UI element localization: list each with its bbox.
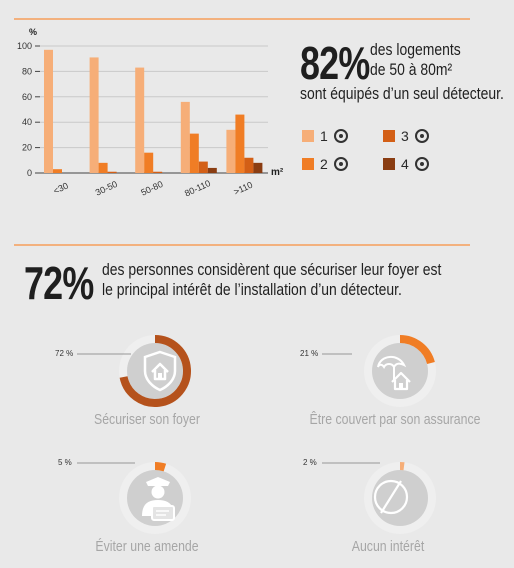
reason-percent: 21 %: [300, 349, 319, 358]
legend-swatch: [302, 158, 314, 170]
x-tick-label: <30: [52, 181, 70, 197]
bar: [207, 167, 217, 173]
smoke-detector-icon: [414, 157, 429, 171]
reason-percent: 2 %: [303, 458, 317, 467]
ring-progress: [154, 462, 167, 472]
legend-item-2: 2: [302, 156, 348, 172]
reason-percent: 5 %: [58, 458, 72, 467]
legend-label: 2: [320, 156, 328, 172]
x-tick-label: >110: [232, 180, 254, 197]
legend-swatch: [383, 158, 395, 170]
stat1-line2: de 50 à 80m²: [370, 60, 453, 79]
x-axis-label: m²: [271, 167, 284, 178]
bar: [153, 171, 163, 173]
ring-progress: [119, 335, 191, 407]
stat1-line3: sont équipés d’un seul détecteur.: [300, 84, 504, 103]
bar: [44, 49, 53, 173]
legend-label: 3: [401, 128, 409, 144]
stat2-value: 72%: [24, 257, 94, 309]
legend-item-3: 3: [383, 128, 429, 144]
reason-label: Être couvert par son assurance: [309, 411, 481, 428]
x-tick-label: 50-80: [139, 179, 164, 198]
y-tick-label: 100: [17, 41, 32, 51]
legend-swatch: [383, 130, 395, 142]
reason-label: Aucun intérêt: [351, 538, 425, 555]
smoke-detector-icon: [333, 129, 348, 143]
bar: [253, 162, 263, 173]
bar: [189, 133, 199, 173]
stat2-line2: le principal intérêt de l’installation d…: [102, 280, 402, 299]
legend-swatch: [302, 130, 314, 142]
shield-house-icon: [143, 350, 177, 392]
reason-insurance: 21 %: [300, 325, 480, 415]
bar: [180, 101, 190, 173]
bar-chart: 0 20 40 60 80 100% m² <30 30-50 50-80 80-110 >110: [17, 27, 284, 199]
bar: [107, 171, 117, 173]
reason-label: Éviter une amende: [95, 538, 199, 555]
legend-item-1: 1: [302, 128, 348, 144]
umbrella-house-icon: [377, 356, 411, 391]
y-tick-label: 0: [27, 168, 32, 178]
bar: [144, 152, 154, 173]
bar: [226, 129, 236, 173]
ring-progress: [399, 335, 435, 365]
bar: [53, 169, 62, 173]
top-divider: [14, 18, 470, 20]
reason-label: Sécuriser son foyer: [94, 411, 200, 428]
smoke-detector-icon: [414, 129, 429, 143]
y-tick-label: 40: [22, 117, 32, 127]
y-tick-label: 60: [22, 92, 32, 102]
bar: [235, 114, 245, 173]
middle-divider: [14, 244, 470, 246]
stat1-value: 82%: [300, 37, 370, 89]
stat2-line1: des personnes considèrent que sécuriser …: [102, 260, 442, 279]
x-tick-label: 80-110: [183, 178, 212, 199]
bar: [98, 162, 108, 173]
reason-no-interest: 2 %: [300, 452, 480, 542]
reason-secure-home: 72 %: [55, 325, 235, 415]
policeman-icon: [142, 477, 175, 521]
y-axis-label: %: [29, 27, 37, 37]
reason-fine: 5 %: [55, 452, 235, 542]
legend-label: 4: [401, 156, 409, 172]
stat1-line1: des logements: [370, 40, 461, 59]
y-tick-label: 80: [22, 66, 32, 76]
bar: [198, 161, 208, 173]
none-icon: [373, 479, 409, 515]
smoke-detector-icon: [333, 157, 348, 171]
legend-label: 1: [320, 128, 328, 144]
bar: [89, 57, 99, 173]
bar: [135, 67, 145, 173]
x-tick-label: 30-50: [94, 179, 119, 198]
legend-item-4: 4: [383, 156, 429, 172]
reason-percent: 72 %: [55, 349, 74, 358]
bar: [244, 157, 254, 173]
y-tick-label: 20: [22, 143, 32, 153]
